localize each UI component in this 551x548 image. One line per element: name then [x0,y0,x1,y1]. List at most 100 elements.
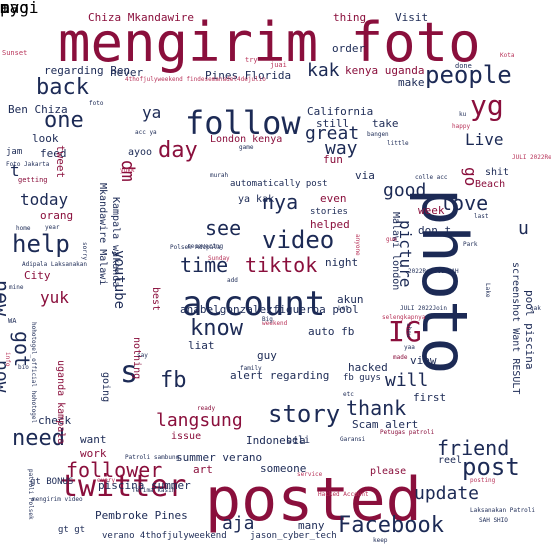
cloud-word: JULI 2022Result [512,154,551,161]
cloud-word: reel [438,455,463,466]
cloud-word: gt gt [58,525,86,535]
cloud-word: done [455,62,472,70]
cloud-word: California [307,105,374,118]
cloud-word: Patroli sambung [125,454,180,461]
cloud-word: verano 4thofjulyweekend [102,531,227,541]
cloud-word: ayo [0,0,29,17]
cloud-word: kenya uganda [345,64,425,77]
cloud-word: keep [373,537,388,544]
cloud-word: post [462,453,520,481]
cloud-word: liat [188,339,215,352]
cloud-word: check [38,414,72,427]
cloud-word: jam [6,147,23,157]
cloud-word: Terima kasih [132,487,176,494]
cloud-word: anabelgonzalezfigueroa pool [180,303,359,316]
cloud-word: juai [270,61,287,69]
cloud-word: say [137,352,148,359]
cloud-word: fun [323,153,343,166]
cloud-word: back [36,75,89,100]
cloud-word: weekend [262,320,288,327]
cloud-word: orang [40,209,74,222]
cloud-word: JULI 2022Join [400,305,447,312]
cloud-word: got [10,331,34,368]
cloud-word: screenshot Want RESULT [510,262,521,395]
cloud-word: mengirim foto [58,11,481,74]
cloud-word: Adipala Laksanakan [22,261,88,268]
cloud-word: don t [418,224,452,237]
cloud-word: yukk [120,167,135,174]
cloud-word: need [12,426,65,451]
cloud-word: every [97,477,116,484]
cloud-word: family [240,365,262,372]
cloud-word: Sunday [208,255,230,262]
cloud-word: want [80,433,107,446]
cloud-word: feed [40,147,67,160]
cloud-word: Indonesia [246,434,306,447]
cloud-word: Big [262,316,273,323]
cloud-word: even [320,192,347,205]
cloud-word: murah [210,172,229,179]
cloud-word: IG [388,315,422,348]
cloud-word: Beach [475,179,506,190]
cloud-word: update [414,483,480,504]
cloud-word: made [393,354,408,361]
cloud-word: time [180,253,229,277]
cloud-word: summer verano [176,451,263,464]
cloud-word: 2022Result SAH [408,268,459,275]
cloud-word: tweet [54,145,67,179]
cloud-word: Park [463,241,478,248]
cloud-word: London kenya [210,134,283,145]
cloud-word: hacked [348,361,388,374]
cloud-word: stories [310,207,348,217]
cloud-word: Petugas patroli [380,429,435,436]
cloud-word: please [370,466,407,477]
cloud-word: Garansi [340,436,366,443]
cloud-word: story [268,400,341,428]
cloud-word: people [425,61,512,89]
cloud-word: fb [160,368,187,393]
cloud-word: service [297,471,323,478]
cloud-word: someone [260,462,307,475]
cloud-word: ready [197,405,216,412]
cloud-word: view [410,354,437,367]
cloud-word: alert regarding [230,369,330,382]
cloud-word: Facebook [338,513,444,538]
cloud-word: tiktok [245,253,318,277]
cloud-word: s [120,355,139,390]
cloud-word: work [80,447,107,460]
cloud-word: automatically post [230,179,328,189]
cloud-word: u [518,218,529,239]
cloud-word: uganda kampala [55,360,66,445]
cloud-word: shit [485,167,510,178]
cloud-word: ya [142,103,162,122]
cloud-word: acc ya [135,129,157,136]
cloud-word: colle acc [415,174,448,181]
cloud-word: night [325,256,359,269]
cloud-word: happy [452,123,471,130]
cloud-word: Live [465,130,504,149]
cloud-word: going [100,372,111,403]
cloud-word: Ben Chiza [8,103,68,116]
cloud-word: piscina summer [98,479,191,492]
cloud-word: week [418,204,445,217]
cloud-word: home [16,225,31,232]
cloud-word: guy [257,349,277,362]
cloud-word: first [413,391,447,404]
cloud-word: yuk [40,288,69,307]
cloud-word: hohotogel_official hohotogel [30,322,37,424]
cloud-word: show [405,323,412,338]
cloud-word: look [32,132,59,145]
cloud-word: foto [89,100,104,107]
cloud-word: gue [386,236,397,243]
cloud-word: thank [346,396,407,420]
cloud-word: etc [343,391,354,398]
cloud-word: little [387,140,409,147]
cloud-word: try [245,56,258,64]
cloud-word: getting [18,176,48,184]
cloud-word: last [474,213,489,220]
cloud-word: yg [470,89,504,122]
cloud-word: selengkapnya [382,314,426,321]
cloud-word: know [190,316,243,341]
cloud-word: will [385,370,429,391]
